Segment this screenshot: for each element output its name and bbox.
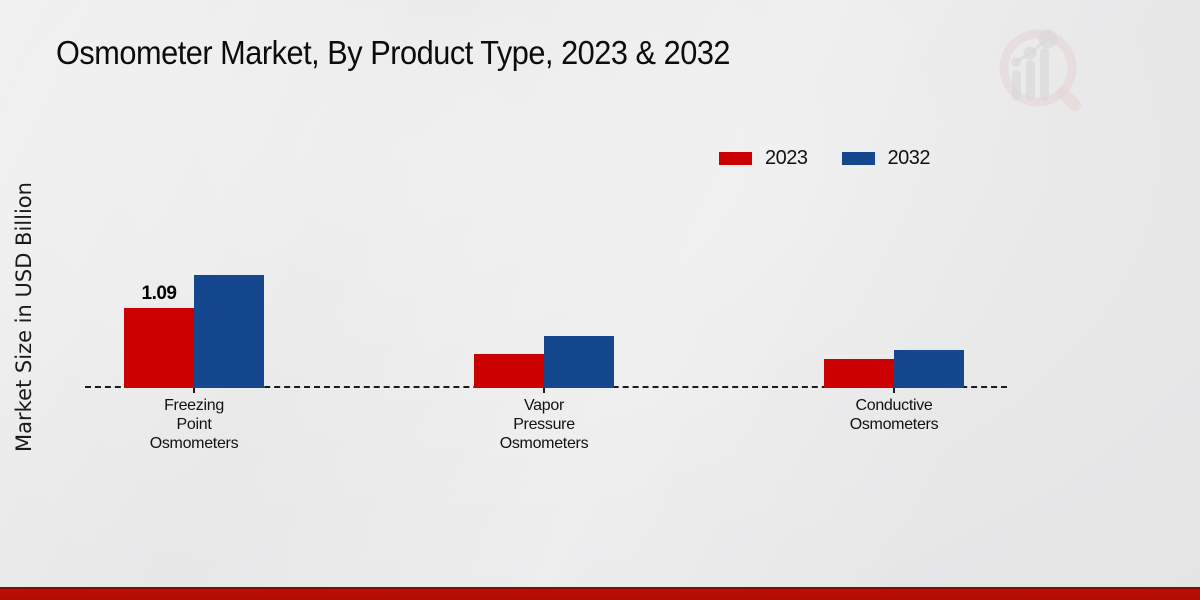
x-axis-category-label: Conductive Osmometers (849, 397, 939, 433)
legend-item-2023: 2023 (719, 147, 808, 170)
legend-swatch-2023 (719, 152, 752, 165)
bar-2023-vapor-pressure-osmometers (474, 354, 544, 388)
legend: 2023 2032 (719, 147, 930, 170)
legend-label-2032: 2032 (887, 147, 931, 169)
bar-2023-conductive-osmometers (824, 359, 894, 388)
bar-2023-freezing-point-osmometers (124, 308, 194, 388)
x-axis-category-label: Freezing Point Osmometers (149, 397, 239, 452)
x-axis-tick (893, 388, 895, 393)
mrfr-logo-watermark-icon (999, 29, 1081, 111)
footer-accent-bar (0, 587, 1200, 600)
bar-2032-freezing-point-osmometers (194, 275, 264, 388)
x-axis-tick (543, 388, 545, 393)
legend-item-2032: 2032 (841, 147, 931, 170)
bar-value-label: 1.09 (141, 283, 177, 304)
chart-title: Osmometer Market, By Product Type, 2023 … (56, 34, 731, 71)
x-axis-category-label: Vapor Pressure Osmometers (499, 397, 589, 452)
bar-2032-vapor-pressure-osmometers (544, 336, 614, 388)
x-axis-tick (193, 388, 195, 393)
legend-label-2023: 2023 (765, 147, 808, 169)
legend-swatch-2032 (841, 152, 875, 165)
bar-2032-conductive-osmometers (894, 350, 964, 388)
